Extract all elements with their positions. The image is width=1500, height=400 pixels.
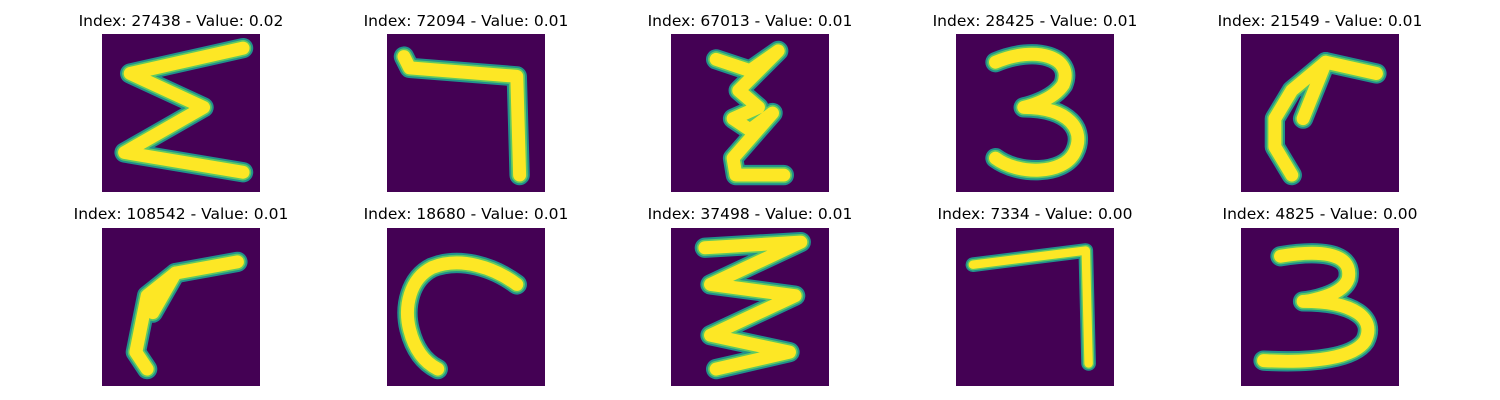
digit-image	[387, 228, 545, 386]
panel-title: Index: 72094 - Value: 0.01	[316, 12, 616, 30]
glyph-seven-thin	[956, 228, 1114, 386]
digit-image	[671, 228, 829, 386]
digit-image	[671, 34, 829, 192]
digit-image	[102, 228, 260, 386]
panel-title: Index: 37498 - Value: 0.01	[600, 205, 900, 223]
glyph-three	[956, 34, 1114, 192]
digit-image	[102, 34, 260, 192]
glyph-zigzag	[671, 34, 829, 192]
glyph-seven-left	[102, 228, 260, 386]
glyph-hook	[1241, 34, 1399, 192]
digit-image	[956, 228, 1114, 386]
digit-image	[1241, 228, 1399, 386]
glyph-three-flat	[1241, 228, 1399, 386]
panel-title: Index: 28425 - Value: 0.01	[885, 12, 1185, 30]
digit-image	[387, 34, 545, 192]
panel-title: Index: 67013 - Value: 0.01	[600, 12, 900, 30]
glyph-sigma	[102, 34, 260, 192]
digit-image	[1241, 34, 1399, 192]
panel-title: Index: 7334 - Value: 0.00	[885, 205, 1185, 223]
glyph-arc	[387, 228, 545, 386]
panel-title: Index: 4825 - Value: 0.00	[1170, 205, 1470, 223]
panel-title: Index: 21549 - Value: 0.01	[1170, 12, 1470, 30]
digit-image	[956, 34, 1114, 192]
panel-title: Index: 108542 - Value: 0.01	[31, 205, 331, 223]
panel-title: Index: 18680 - Value: 0.01	[316, 205, 616, 223]
glyph-seven	[387, 34, 545, 192]
panel-title: Index: 27438 - Value: 0.02	[31, 12, 331, 30]
glyph-zigzag-3	[671, 228, 829, 386]
